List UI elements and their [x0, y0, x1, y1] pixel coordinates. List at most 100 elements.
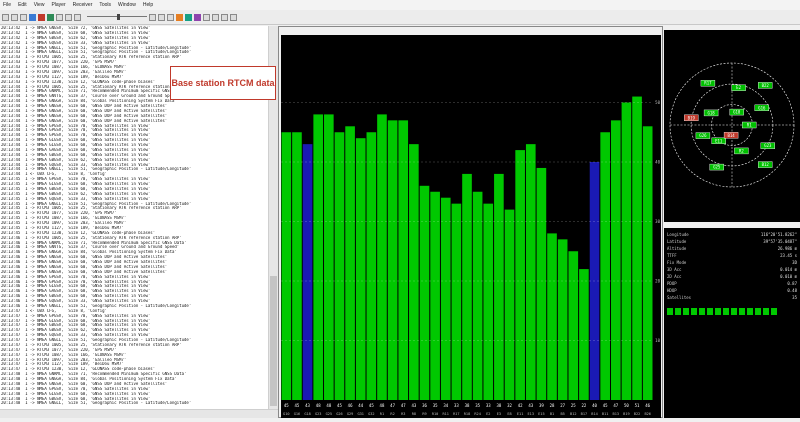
log-line[interactable]: 20:13:46 1 -> NMEA GNGGA, Size 84, 'Glob… — [1, 250, 177, 255]
menu-file[interactable]: File — [3, 2, 12, 8]
log-line[interactable]: 20:13:46 1 -> NMEA GBGSV, Size 68, 'GNSS… — [1, 294, 151, 299]
log-line[interactable]: 20:13:44 1 -> NMEA GBGSV, Size 62, 'GNSS… — [1, 157, 151, 162]
log-line[interactable]: 20:13:46 1 -> NMEA GNGSA, Size 60, 'GNSS… — [1, 269, 168, 274]
log-line[interactable]: 20:13:45 1 -> NMEA GBGSV, Size 62, 'GNSS… — [1, 191, 151, 196]
pause-icon[interactable] — [56, 13, 63, 21]
log-line[interactable]: 20:13:44 1 -> NMEA GNGSA, Size 60, 'GNSS… — [1, 104, 168, 108]
text-icon[interactable] — [167, 13, 174, 21]
log-line[interactable]: 20:13:48 1 -> NMEA GNGGA, Size 84, 'Glob… — [1, 377, 177, 381]
log-line[interactable]: 20:13:45 1 -> RTCM3 1097, Size 203, 'Gal… — [1, 221, 127, 225]
log-line[interactable]: 20:13:46 1 -> NMEA GPGSV, Size 70, 'GNSS… — [1, 274, 151, 279]
baud-icon[interactable] — [20, 13, 27, 21]
log-line[interactable]: 20:13:47 1 -> NMEA GBGSV, Size 68, 'GNSS… — [1, 323, 151, 328]
log-line[interactable]: 20:13:43 1 -> NMEA GNGLL, Size 51, 'Geog… — [1, 45, 192, 50]
menu-window[interactable]: Window — [118, 2, 136, 8]
log-line[interactable]: 20:13:47 1 <- UBX CFG, Size 8, 'Config' — [1, 308, 107, 313]
play-icon[interactable] — [47, 13, 54, 21]
log-line[interactable]: 20:13:47 1 -> RTCM3 1077, Size 220, 'GPS… — [1, 347, 117, 352]
log-line[interactable]: 20:13:48 1 -> NMEA GLGSV, Size 68, 'GNSS… — [1, 391, 151, 396]
port-icon[interactable] — [11, 13, 18, 21]
menu-edit[interactable]: Edit — [18, 2, 27, 8]
log-line[interactable]: 20:13:47 1 -> RTCM3 1230, Size 12, 'GLON… — [1, 367, 156, 372]
log-line[interactable]: 20:13:44 1 -> NMEA GNGLL, Size 51, 'Geog… — [1, 167, 192, 172]
log-line[interactable]: 20:13:45 1 -> RTCM3 1087, Size 166, 'GLO… — [1, 216, 127, 221]
stop-icon[interactable] — [38, 13, 45, 21]
log-line[interactable]: 20:13:46 1 -> NMEA GNGSA, Size 60, 'GNSS… — [1, 260, 168, 264]
forward-icon[interactable] — [74, 13, 81, 21]
log-line[interactable]: 20:13:46 1 -> NMEA GLGSV, Size 68, 'GNSS… — [1, 284, 151, 289]
console-vertical-scrollbar[interactable] — [268, 26, 278, 409]
log-line[interactable]: 20:13:45 1 -> NMEA GPGSV, Size 70, 'GNSS… — [1, 177, 151, 182]
log-line[interactable]: 20:13:46 1 -> NMEA GAGSV, Size 68, 'GNSS… — [1, 289, 151, 294]
log-line[interactable]: 20:13:42 1 -> NMEA GBGSV, Size 68, 'GNSS… — [1, 30, 151, 35]
log-line[interactable]: 20:13:46 1 -> NMEA GNRMC, Size 71, 'Reco… — [1, 240, 187, 245]
log-line[interactable]: 20:13:43 1 -> RTCM3 1087, Size 166, 'GLO… — [1, 65, 127, 69]
log-line[interactable]: 20:13:44 1 -> NMEA GBGSV, Size 68, 'GNSS… — [1, 152, 151, 157]
log-line[interactable]: 20:13:44 1 <- UBX CFG, Size 8, 'Config' — [1, 172, 107, 177]
log-line[interactable]: 20:13:44 1 -> NMEA GLGSV, Size 68, 'GNSS… — [1, 143, 151, 147]
log-line[interactable]: 20:13:47 1 -> NMEA GLGSV, Size 68, 'GNSS… — [1, 318, 151, 323]
connect-icon[interactable] — [2, 13, 9, 21]
log-line[interactable]: 20:13:46 1 -> NMEA GNGLL, Size 51, 'Geog… — [1, 303, 192, 308]
signal-icon[interactable] — [194, 13, 201, 21]
map-icon[interactable] — [176, 13, 183, 21]
log-line[interactable]: 20:13:46 1 -> RTCM3 1005, Size 25, 'Stat… — [1, 235, 182, 240]
log-line[interactable]: 20:13:42 1 -> NMEA GNGSV, Size 72, 'GNSS… — [1, 26, 151, 30]
log-line[interactable]: 20:13:45 1 -> NMEA GLGSV, Size 68, 'GNSS… — [1, 182, 151, 186]
log-line[interactable]: 20:13:46 1 -> NMEA GQGSV, Size 33, 'GNSS… — [1, 299, 151, 303]
console-icon[interactable] — [149, 13, 156, 21]
log-line[interactable]: 20:13:44 1 -> NMEA GNGGA, Size 84, 'Glob… — [1, 99, 177, 104]
log-line[interactable]: 20:13:45 1 -> NMEA GQGSV, Size 33, 'GNSS… — [1, 196, 151, 201]
log-line[interactable]: 20:13:45 1 -> RTCM3 1127, Size 189, 'Bei… — [1, 225, 124, 230]
menu-view[interactable]: View — [33, 2, 45, 8]
console-horizontal-scrollbar[interactable] — [0, 409, 278, 418]
menu-help[interactable]: Help — [142, 2, 154, 8]
log-line[interactable]: 20:13:44 1 -> NMEA GPGSV, Size 70, 'GNSS… — [1, 128, 151, 133]
log-line[interactable]: 20:13:42 1 -> NMEA GQGSV, Size 33, 'GNSS… — [1, 40, 151, 45]
menu-tools[interactable]: Tools — [99, 2, 112, 8]
log-line[interactable]: 20:13:48 1 -> NMEA GPGSV, Size 70, 'GNSS… — [1, 386, 151, 391]
packet-icon[interactable] — [158, 13, 165, 21]
help-icon[interactable] — [230, 13, 237, 21]
log-line[interactable]: 20:13:42 1 -> NMEA GBGSV, Size 62, 'GNSS… — [1, 35, 151, 40]
log-line[interactable]: 20:13:47 1 -> RTCM3 1005, Size 25, 'Stat… — [1, 342, 182, 347]
log-line[interactable]: 20:13:46 1 -> NMEA GNGSA, Size 60, 'GNSS… — [1, 264, 168, 269]
skyview-icon[interactable] — [185, 13, 192, 21]
log-line[interactable]: 20:13:45 1 -> RTCM3 1005, Size 25, 'Stat… — [1, 206, 182, 211]
log-line[interactable]: 20:13:48 1 -> NMEA GNGSA, Size 60, 'GNSS… — [1, 381, 168, 386]
log-line[interactable]: 20:13:45 1 -> RTCM3 1077, Size 220, 'GPS… — [1, 211, 117, 216]
log-line[interactable]: 20:13:48 1 -> NMEA GNGLL, Size 51, 'Geog… — [1, 401, 192, 406]
log-line[interactable]: 20:13:46 1 -> NMEA GPGSV, Size 70, 'GNSS… — [1, 279, 151, 284]
log-line[interactable]: 20:13:44 1 -> NMEA GNGSA, Size 60, 'GNSS… — [1, 118, 168, 123]
log-line[interactable]: 20:13:44 1 -> NMEA GAGSV, Size 68, 'GNSS… — [1, 147, 151, 152]
log-line[interactable]: 20:13:47 1 -> NMEA GNGLL, Size 51, 'Geog… — [1, 338, 192, 342]
log-line[interactable]: 20:13:44 1 -> NMEA GNGSA, Size 60, 'GNSS… — [1, 113, 168, 118]
settings-icon[interactable] — [221, 13, 228, 21]
log-line[interactable]: 20:13:43 1 -> RTCM3 1230, Size 12, 'GLON… — [1, 79, 156, 84]
log-line[interactable]: 20:13:45 1 -> RTCM3 1230, Size 12, 'GLON… — [1, 230, 156, 235]
menu-receiver[interactable]: Receiver — [72, 2, 93, 8]
log-line[interactable]: 20:13:44 1 -> NMEA GPGSV, Size 70, 'GNSS… — [1, 133, 151, 138]
log-line[interactable]: 20:13:48 1 -> NMEA GBGSV, Size 68, 'GNSS… — [1, 396, 151, 401]
log-line[interactable]: 20:13:44 1 -> NMEA GLGSV, Size 68, 'GNSS… — [1, 138, 151, 143]
menu-player[interactable]: Player — [51, 2, 66, 8]
log-line[interactable]: 20:13:43 1 -> RTCM3 1097, Size 203, 'Gal… — [1, 69, 127, 74]
log-line[interactable]: 20:13:44 1 -> NMEA GPGSV, Size 70, 'GNSS… — [1, 123, 151, 128]
log-line[interactable]: 20:13:47 1 -> NMEA GPGSV, Size 70, 'GNSS… — [1, 313, 151, 318]
log-line[interactable]: 20:13:47 1 -> NMEA GBGSV, Size 62, 'GNSS… — [1, 328, 151, 333]
log-line[interactable]: 20:13:43 1 -> NMEA GNGLL, Size 51, 'Geog… — [1, 50, 192, 55]
record-icon[interactable] — [29, 13, 36, 21]
log-line[interactable]: 20:13:47 1 -> NMEA GQGSV, Size 33, 'GNSS… — [1, 333, 151, 338]
log-line[interactable]: 20:13:48 1 -> NMEA GNRMC, Size 71, 'Reco… — [1, 372, 187, 377]
log-line[interactable]: 20:13:47 1 -> RTCM3 1097, Size 203, 'Gal… — [1, 357, 127, 362]
log-line[interactable]: 20:13:44 1 -> NMEA GQGSV, Size 33, 'GNSS… — [1, 162, 151, 167]
log-line[interactable]: 20:13:43 1 -> RTCM3 1077, Size 220, 'GPS… — [1, 60, 117, 65]
log-line[interactable]: 20:13:47 1 -> RTCM3 1127, Size 189, 'Bei… — [1, 362, 124, 367]
log-line[interactable]: 20:13:43 1 -> RTCM3 1127, Size 189, 'Bei… — [1, 74, 124, 79]
log-line[interactable]: 20:13:46 1 -> NMEA GNGSA, Size 60, 'GNSS… — [1, 255, 168, 260]
scrollbar-thumb[interactable] — [270, 276, 277, 406]
log-line[interactable]: 20:13:46 1 -> NMEA GNVTG, Size 37, 'Cour… — [1, 245, 180, 250]
log-line[interactable]: 20:13:43 1 -> RTCM3 1005, Size 25, 'Stat… — [1, 55, 182, 60]
log-line[interactable]: 20:13:45 1 -> NMEA GNGLL, Size 51, 'Geog… — [1, 201, 192, 206]
log-line[interactable]: 20:13:44 1 -> NMEA GNGSA, Size 60, 'GNSS… — [1, 108, 168, 113]
